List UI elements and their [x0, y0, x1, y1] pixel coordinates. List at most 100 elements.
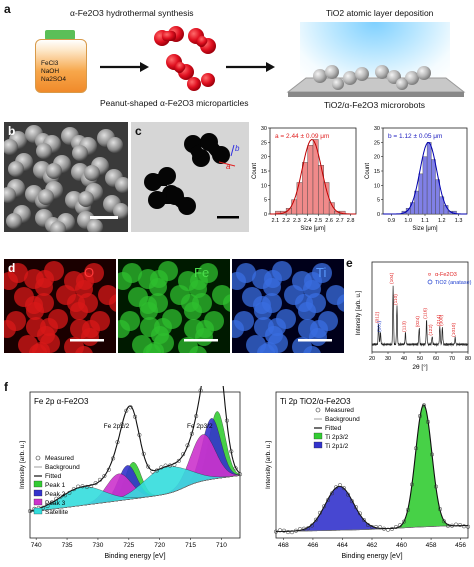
hist-b-ytick-label: 0	[377, 212, 380, 218]
xrd-xtick-label: 50	[417, 356, 423, 362]
hist-a-xlabel: Size [μm]	[300, 226, 325, 232]
sem-particle	[4, 139, 18, 155]
edx-particle	[337, 294, 344, 312]
xps-fe-legend-label: Peak 3	[45, 500, 66, 507]
edx-particle	[264, 270, 282, 288]
edx-particle	[260, 342, 278, 353]
xps-fe-legend-label: Measured	[45, 455, 74, 462]
xrd-xtick-label: 60	[433, 356, 439, 362]
hist-b-xtick-label: 1.3	[455, 218, 463, 224]
hist-b-bar	[426, 142, 432, 215]
xps-fe-chart: 740 735 730 725 720 715 710 Binding energy [eV]…	[19, 386, 243, 560]
hist-a-xtick-label: 2.6	[325, 218, 333, 224]
sem-particle	[113, 203, 128, 219]
xps-ti-measured-point	[289, 530, 295, 535]
xps-fe-measured-point	[150, 469, 155, 474]
bottle-cap	[45, 30, 75, 40]
xrd-peak-label: (104)	[389, 272, 395, 284]
xps-fe-xtick-label: 710	[216, 542, 227, 549]
xps-fe-measured-point	[89, 483, 94, 489]
edx-particle	[196, 320, 214, 338]
xps-fe-measured-point	[185, 443, 190, 448]
xps-fe-measured-point	[224, 418, 229, 423]
edx-particle	[184, 302, 202, 320]
xrd-xtick-label: 70	[449, 356, 455, 362]
sem-particle	[6, 213, 22, 229]
edx-map-o: d O	[4, 259, 116, 353]
xrd-legend-marker-ti	[427, 279, 433, 285]
histogram-a: 2.1 2.2 2.3 2.4 2.5 2.6 2.7 2.8 0 5 10 15 20 25 30 Size…	[252, 126, 357, 232]
xps-fe-legend-swatch	[33, 507, 43, 515]
synthesis-title: α-Fe2O3 hydrothermal synthesis	[70, 8, 194, 18]
edx-particle	[310, 320, 328, 338]
xps-fe-measured-point	[181, 452, 186, 457]
xps-fe-measured-point	[27, 509, 33, 514]
xps-fe-measured-point	[84, 484, 89, 489]
xrd-legend-marker-fe: ¤	[428, 272, 431, 278]
edx-particle	[32, 342, 50, 353]
panel-f-label: f	[4, 380, 8, 394]
edx-particle	[232, 320, 244, 338]
xps-ti-measured-point	[273, 529, 279, 534]
xps-fe-measured-point	[45, 503, 50, 509]
xps-ti-measured-point	[301, 526, 307, 531]
xps-fe-xtick-label: 730	[93, 542, 104, 549]
xps-ti-xtick-label: 458	[426, 542, 437, 549]
xrd-xtick-label: 20	[369, 356, 375, 362]
sem-particle	[36, 143, 52, 159]
xps-fe-measured-point	[76, 484, 81, 489]
edx-particle	[4, 320, 16, 338]
xps-fe-measured-point	[237, 472, 243, 477]
edx-label-fe: Fe	[194, 265, 210, 280]
xps-ti-measured-point	[433, 484, 439, 489]
xrd-peak-label: (012)	[375, 311, 381, 323]
xps-fe-measured-point	[132, 414, 138, 419]
edx-particle	[232, 272, 246, 290]
hist-a-bar	[323, 182, 330, 215]
xps-fe-legend-label: Background	[45, 464, 80, 471]
xps-fe-measured-point	[172, 462, 177, 467]
hist-a-bar	[318, 165, 324, 215]
xrd-xtick-label: 30	[385, 356, 391, 362]
xps-ti-measured-point	[285, 530, 291, 535]
xps-fe-measured-point	[54, 496, 59, 501]
xps-fe-measured-point	[49, 500, 54, 505]
xps-fe-measured-point	[163, 463, 168, 468]
xps-fe-measured-point	[41, 505, 46, 510]
edx-particle	[118, 320, 130, 338]
xrd-ylabel: Intensity [arb. u.]	[356, 290, 362, 335]
xps-ti-measured-point	[385, 527, 391, 532]
xps-fe-xlabel: Binding energy [eV]	[104, 553, 165, 560]
hist-b-xtick-label: 0.9	[388, 218, 396, 224]
xps-ti-measured-point	[389, 526, 395, 531]
xps-fe-measured-point	[137, 432, 142, 437]
hist-b-ytick-label: 25	[374, 140, 380, 146]
xps-ti-measured-point	[413, 446, 419, 451]
xps-fe-legend-swatch	[33, 489, 43, 497]
edx-particle	[40, 318, 58, 336]
ald-title: TiO2 atomic layer deposition	[326, 8, 434, 18]
edx-particle	[303, 346, 321, 353]
edx-particle	[150, 270, 168, 288]
xps-ti-measured-point	[281, 528, 287, 533]
xps-fe-measured-point	[102, 473, 107, 479]
xps-ti-xtick-label: 460	[396, 542, 407, 549]
xps-fe-measured-point	[62, 493, 68, 498]
xps-ti-measured-point	[309, 523, 315, 528]
xps-fe-measured-point	[67, 490, 72, 495]
hist-b-bar	[422, 156, 428, 215]
hist-b-xtick-label: 1.0	[404, 218, 412, 224]
xrd-peak-label: (214)	[436, 314, 442, 326]
xrd-peak-label: (116)	[423, 308, 429, 319]
edx-particle	[76, 272, 94, 290]
hist-a-ylabel: Count	[252, 163, 258, 179]
hist-b-ylabel: Count	[365, 163, 371, 179]
hist-a-xtick-label: 2.3	[293, 218, 301, 224]
hist-a-xtick-label: 2.1	[272, 218, 280, 224]
xps-ti-measured-point	[349, 499, 355, 504]
xps-ti-measured-point	[329, 491, 335, 496]
xps-ti-legend-label: Measured	[325, 407, 354, 414]
xps-fe-background-line	[29, 475, 241, 513]
hist-b-ytick-label: 30	[374, 126, 380, 132]
xps-ti-measured-point	[401, 519, 407, 524]
